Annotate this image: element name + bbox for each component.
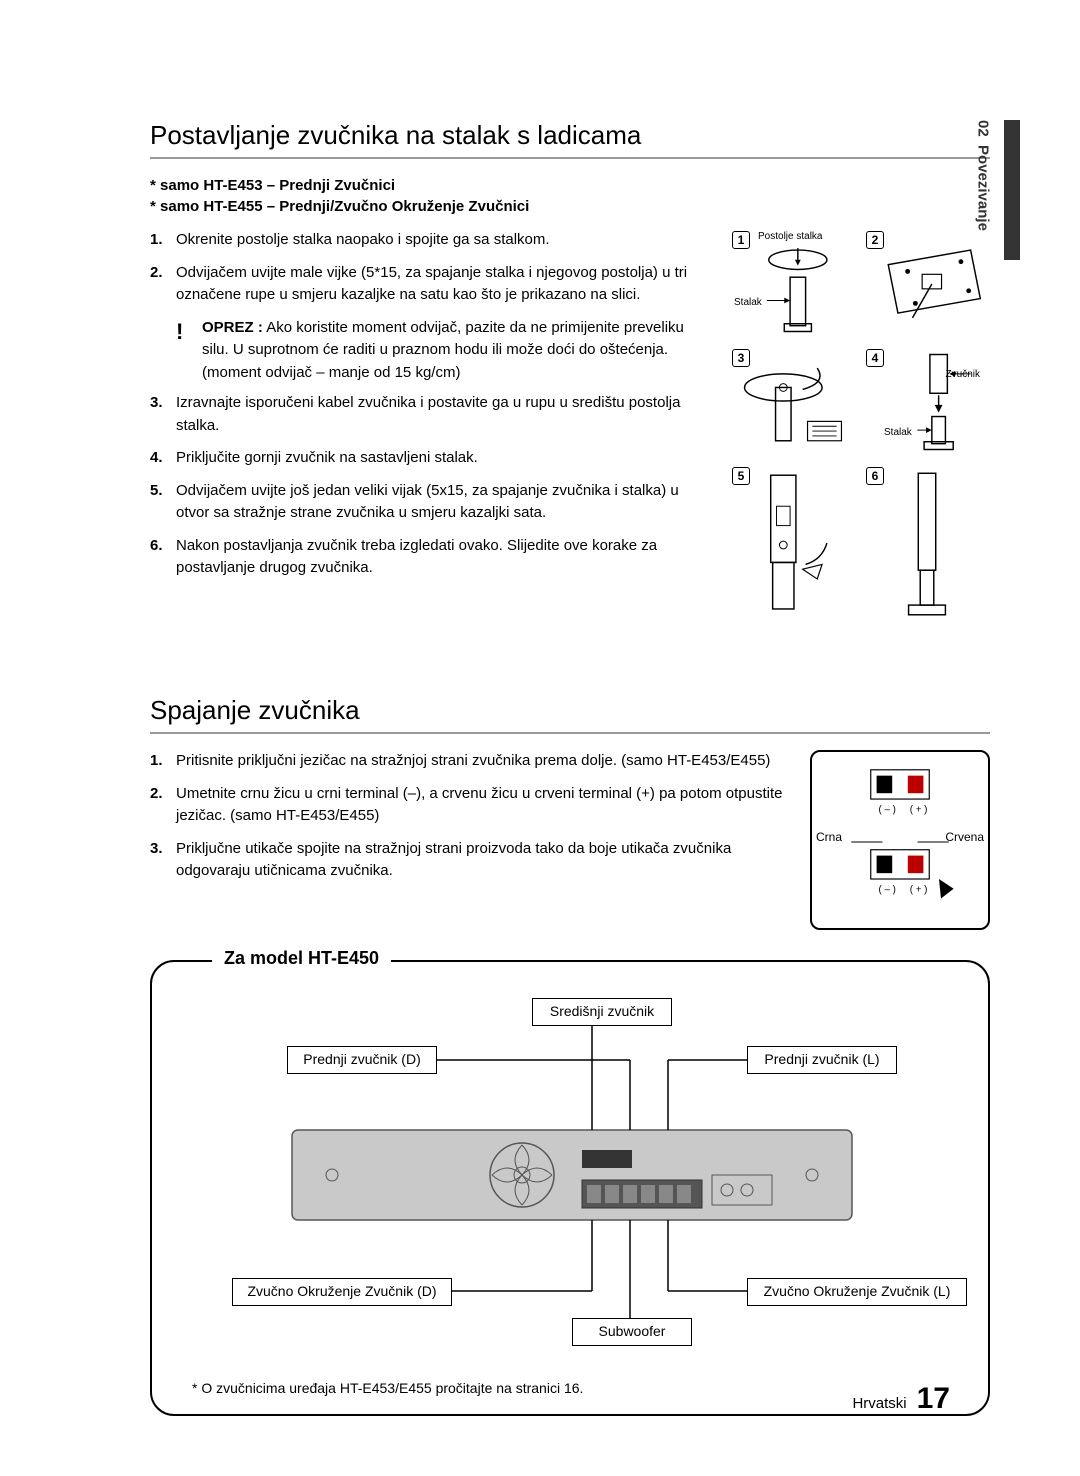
caution-block: ! OPREZ : Ako koristite moment odvijač, … bbox=[176, 317, 710, 385]
conn-step-1: Pritisnite priključni jezičac na stražnj… bbox=[150, 750, 790, 773]
step-4: Priključite gornji zvučnik na sastavljen… bbox=[150, 447, 710, 470]
warning-icon: ! bbox=[176, 315, 183, 348]
diagram-num-3: 3 bbox=[732, 349, 750, 367]
section2-title: Spajanje zvučnika bbox=[150, 695, 990, 734]
model-footnote: * O zvučnicima uređaja HT-E453/E455 proč… bbox=[192, 1380, 948, 1396]
model-legend: Za model HT-E450 bbox=[212, 948, 391, 969]
section1-note2: * samo HT-E455 – Prednji/Zvučno Okruženj… bbox=[150, 198, 990, 215]
label-zvucnik: Zvučnik bbox=[946, 369, 980, 380]
speaker-sub: Subwoofer bbox=[572, 1318, 692, 1346]
diagram-num-1: 1 bbox=[732, 231, 750, 249]
speaker-front-r: Prednji zvučnik (D) bbox=[287, 1046, 437, 1074]
caution-label: OPREZ : bbox=[202, 319, 263, 336]
diagram-num-6: 6 bbox=[866, 467, 884, 485]
footer-page-number: 17 bbox=[917, 1382, 950, 1416]
diagram-5: 5 bbox=[730, 465, 856, 625]
diagram-num-2: 2 bbox=[866, 231, 884, 249]
section2-steps: Pritisnite priključni jezičac na stražnj… bbox=[150, 750, 790, 930]
section1-note1: * samo HT-E453 – Prednji Zvučnici bbox=[150, 177, 990, 194]
label-stalak2: Stalak bbox=[884, 427, 912, 438]
wiring-diagram: Središnji zvučnik Prednji zvučnik (D) Pr… bbox=[192, 990, 948, 1370]
section1-title: Postavljanje zvučnika na stalak s ladica… bbox=[150, 120, 990, 159]
speaker-surr-r: Zvučno Okruženje Zvučnik (D) bbox=[232, 1278, 452, 1306]
conn-step-2: Umetnite crnu žicu u crni terminal (–), … bbox=[150, 783, 790, 828]
diagram-6: 6 bbox=[864, 465, 990, 625]
label-crna: Crna bbox=[816, 830, 842, 844]
terminal-diagram: ( – ) ( + ) ( – ) ( + ) Crna Crvena bbox=[810, 750, 990, 930]
diagram-2: 2 bbox=[864, 229, 990, 339]
step-2: Odvijačem uvijte male vijke (5*15, za sp… bbox=[150, 262, 710, 307]
step-3: Izravnajte isporučeni kabel zvučnika i p… bbox=[150, 392, 710, 437]
speaker-surr-l: Zvučno Okruženje Zvučnik (L) bbox=[747, 1278, 967, 1306]
diagram-3: 3 bbox=[730, 347, 856, 457]
assembly-diagrams: 1 Postolje stalka Stalak 2 bbox=[730, 229, 990, 625]
svg-text:( – ): ( – ) bbox=[879, 805, 896, 816]
conn-step-3: Priključne utikače spojite na stražnjoj … bbox=[150, 838, 790, 883]
svg-text:( + ): ( + ) bbox=[910, 885, 928, 896]
model-wiring-box: Za model HT-E450 bbox=[150, 960, 990, 1416]
diagram-num-5: 5 bbox=[732, 467, 750, 485]
footer-lang: Hrvatski bbox=[852, 1395, 906, 1412]
side-bar-decor bbox=[1004, 120, 1020, 260]
speaker-center: Središnji zvučnik bbox=[532, 998, 672, 1026]
speaker-front-l: Prednji zvučnik (L) bbox=[747, 1046, 897, 1074]
label-stalak: Stalak bbox=[734, 297, 762, 308]
step-6: Nakon postavljanja zvučnik treba izgleda… bbox=[150, 535, 710, 580]
diagram-num-4: 4 bbox=[866, 349, 884, 367]
svg-text:( + ): ( + ) bbox=[910, 805, 928, 816]
label-crvena: Crvena bbox=[945, 830, 984, 844]
svg-text:( – ): ( – ) bbox=[879, 885, 896, 896]
step-5: Odvijačem uvijte još jedan veliki vijak … bbox=[150, 480, 710, 525]
label-postolje: Postolje stalka bbox=[758, 231, 822, 242]
step-1: Okrenite postolje stalka naopako i spoji… bbox=[150, 229, 710, 252]
caution-text: Ako koristite moment odvijač, pazite da … bbox=[202, 319, 684, 381]
page-footer: Hrvatski 17 bbox=[852, 1382, 950, 1416]
side-tab-text: 02 Povezivanje bbox=[975, 120, 992, 231]
diagram-1: 1 Postolje stalka Stalak bbox=[730, 229, 856, 339]
diagram-4: 4 Zvučnik Stalak bbox=[864, 347, 990, 457]
section1-steps: Okrenite postolje stalka naopako i spoji… bbox=[150, 229, 710, 625]
